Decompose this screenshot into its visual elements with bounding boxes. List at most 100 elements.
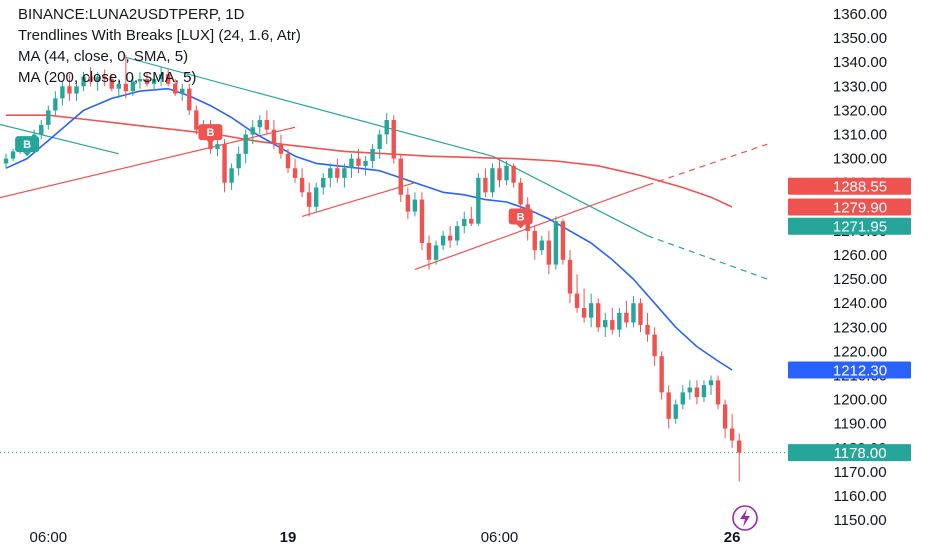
y-tick-label: 1360.00 [833, 6, 887, 23]
y-tick-label: 1300.00 [833, 151, 887, 168]
svg-text:1271.95: 1271.95 [833, 219, 887, 236]
candle [151, 74, 157, 92]
y-tick-label: 1190.00 [833, 416, 886, 433]
candle [497, 158, 502, 188]
candle [617, 308, 622, 337]
candle [271, 120, 277, 149]
x-tick-label: 26 [724, 529, 741, 546]
ma200-line [6, 114, 733, 208]
candle [469, 206, 474, 227]
candle [574, 274, 580, 313]
candle [483, 168, 488, 198]
svg-text:1212.30: 1212.30 [833, 362, 887, 379]
candle [144, 71, 150, 87]
candle [257, 115, 262, 135]
downtrend-line [125, 56, 493, 157]
candle [236, 146, 241, 176]
y-tick-label: 1240.00 [833, 295, 887, 312]
break-label: B [198, 124, 223, 145]
y-tick-label: 1310.00 [833, 127, 887, 144]
legend-symbol-title[interactable]: BINANCE:LUNA2USDTPERP, 1D [18, 6, 245, 23]
candle [88, 67, 93, 87]
candle [490, 163, 495, 198]
price-tag[interactable]: 1178.00 [788, 444, 911, 462]
candle [553, 216, 559, 270]
candle [67, 74, 72, 101]
candle [701, 380, 707, 403]
candle [53, 91, 58, 116]
price-tag[interactable]: 1212.30 [788, 361, 911, 379]
candle [109, 74, 114, 92]
price-tag[interactable]: 1288.55 [788, 177, 911, 196]
y-tick-label: 1150.00 [833, 512, 886, 529]
candle [405, 187, 411, 219]
candle [426, 235, 432, 270]
candle [722, 399, 728, 439]
break-label: B [15, 136, 40, 157]
candle [165, 69, 171, 87]
candle [687, 380, 693, 400]
candle [215, 139, 220, 157]
candle [581, 288, 587, 323]
candle [447, 226, 453, 248]
candle [518, 177, 523, 212]
candle [631, 295, 636, 328]
legend-trendlines-indicator[interactable]: Trendlines With Breaks [LUX] (24, 1.6, A… [18, 27, 301, 44]
price-tag[interactable]: 1279.90 [788, 198, 911, 217]
candle [504, 161, 509, 186]
candle [278, 134, 284, 159]
candle [624, 300, 629, 328]
candle [222, 139, 227, 193]
svg-text:B: B [23, 139, 31, 151]
uptrend-line [301, 182, 416, 218]
candle [694, 380, 700, 405]
candle [39, 120, 44, 140]
candle [455, 221, 460, 246]
candle [610, 308, 615, 335]
candle [321, 173, 326, 195]
candle [680, 385, 685, 410]
svg-text:B: B [517, 211, 525, 223]
downtrend-line [0, 123, 119, 155]
x-tick-label: 19 [280, 529, 297, 546]
y-tick-label: 1250.00 [833, 271, 887, 288]
candle [314, 182, 319, 212]
x-tick-label: 06:00 [481, 529, 519, 546]
y-tick-label: 1200.00 [833, 392, 887, 409]
candle [46, 105, 51, 130]
candle [243, 129, 248, 164]
candle [532, 226, 537, 260]
y-tick-label: 1160.00 [833, 488, 886, 505]
candle [299, 168, 305, 198]
uptrend-line [414, 184, 648, 271]
candle [476, 173, 481, 227]
candle [194, 105, 199, 135]
candle [370, 144, 375, 169]
legend-ma200[interactable]: MA (200, close, 0, SMA, 5) [18, 69, 197, 86]
candle [130, 76, 136, 96]
candle [715, 375, 721, 410]
price-tag[interactable]: 1271.95 [788, 217, 911, 236]
y-tick-label: 1260.00 [833, 247, 887, 264]
candle [264, 110, 270, 135]
candle [666, 385, 671, 429]
svg-text:1279.90: 1279.90 [833, 200, 887, 217]
candle [567, 250, 573, 304]
break-label: B [508, 208, 533, 229]
candle [74, 81, 79, 101]
legend-ma44[interactable]: MA (44, close, 0, SMA, 5) [18, 48, 189, 65]
candle [292, 158, 298, 183]
y-tick-label: 1230.00 [833, 319, 887, 336]
candle [412, 192, 418, 217]
candle [250, 120, 255, 145]
candle [328, 163, 333, 188]
candle [342, 163, 347, 188]
candle [363, 156, 368, 176]
lightning-icon[interactable] [732, 505, 758, 531]
candle [384, 112, 389, 145]
candle [645, 312, 650, 342]
candle [173, 79, 178, 96]
chart-legend: BINANCE:LUNA2USDTPERP, 1D Trendlines Wit… [18, 4, 301, 88]
